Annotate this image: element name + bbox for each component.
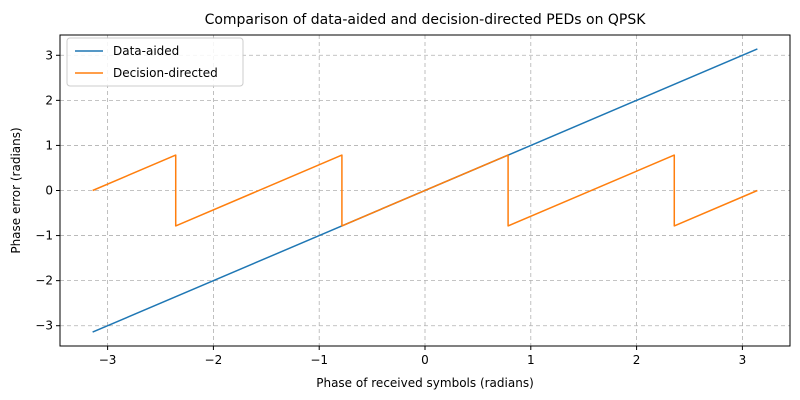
legend-box <box>66 37 244 87</box>
legend-label-data-aided: Data-aided <box>113 44 179 58</box>
x-tick-label: 2 <box>633 353 641 367</box>
axis-ticks: −3 −2 −1 0 1 2 3 −3 −2 −1 0 1 2 3 <box>35 48 746 367</box>
x-tick-label: 1 <box>527 353 535 367</box>
x-tick-label: 0 <box>421 353 429 367</box>
y-axis-label: Phase error (radians) <box>9 127 23 253</box>
legend: Data-aided Decision-directed <box>66 37 244 87</box>
series-line-decision-directed <box>92 154 758 227</box>
y-tick-label: 2 <box>45 93 53 107</box>
y-tick-label: 1 <box>45 138 53 152</box>
series-layer <box>92 48 758 333</box>
y-tick-label: 3 <box>45 48 53 62</box>
x-tick-label: 3 <box>739 353 747 367</box>
y-tick-label: −2 <box>35 274 53 288</box>
x-tick-label: −3 <box>99 353 117 367</box>
chart-title: Comparison of data-aided and decision-di… <box>205 12 647 28</box>
x-axis-label: Phase of received symbols (radians) <box>316 376 534 390</box>
y-tick-label: −3 <box>35 319 53 333</box>
y-tick-label: 0 <box>45 184 53 198</box>
y-tick-label: −1 <box>35 229 53 243</box>
x-tick-label: −1 <box>310 353 328 367</box>
x-tick-label: −2 <box>205 353 223 367</box>
legend-label-decision-directed: Decision-directed <box>113 66 218 80</box>
